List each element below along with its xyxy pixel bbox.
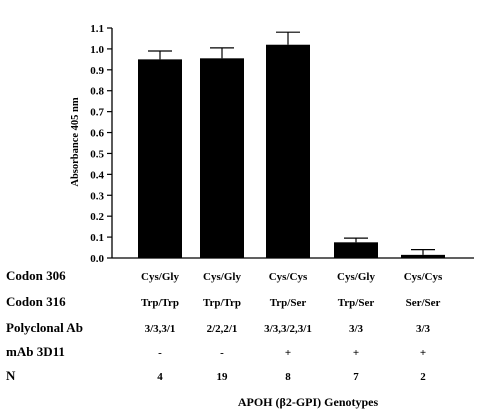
table-cell: 3/3 <box>416 323 431 335</box>
bar <box>200 58 244 259</box>
y-tick-label: 0.6 <box>90 128 104 140</box>
table-row-label: Codon 316 <box>6 294 66 309</box>
table-cell: Cys/Gly <box>141 271 179 283</box>
table-cell: Cys/Gly <box>337 271 375 283</box>
table-cell: + <box>353 347 359 359</box>
table-cell: Trp/Trp <box>141 297 179 309</box>
table-cell: Ser/Ser <box>406 297 441 309</box>
table-cell: 4 <box>157 371 163 383</box>
y-tick-label: 1.0 <box>90 44 104 56</box>
x-axis-title: APOH (β2-GPI) Genotypes <box>238 395 379 409</box>
table-cell: 2/2,2/1 <box>207 323 238 335</box>
y-tick-label: 0.1 <box>90 232 104 244</box>
table-cell: + <box>285 347 291 359</box>
table-row-label: mAb 3D11 <box>6 344 65 359</box>
table-cell: 3/3,3/2,3/1 <box>264 323 312 335</box>
table-cell: 19 <box>217 371 229 383</box>
bar <box>401 254 445 258</box>
table-cell: 7 <box>353 371 359 383</box>
table-cell: 3/3 <box>349 323 364 335</box>
table-cell: Trp/Trp <box>203 297 241 309</box>
y-tick-label: 0.0 <box>90 253 104 265</box>
table-cell: Cys/Cys <box>404 271 443 283</box>
y-tick-label: 0.4 <box>90 169 104 181</box>
table-cell: - <box>220 347 224 359</box>
bar <box>334 242 378 258</box>
y-tick-label: 1.1 <box>90 23 104 35</box>
genotype-table: Codon 306 Cys/Gly Cys/Gly Cys/Cys Cys/Gly Cys… <box>6 268 443 383</box>
y-tick-label: 0.7 <box>90 107 104 119</box>
y-axis-title: Absorbance 405 nm <box>70 97 81 187</box>
bar <box>266 44 310 259</box>
table-row-label: N <box>6 368 16 383</box>
table-cell: Cys/Gly <box>203 271 241 283</box>
table-cell: + <box>420 347 426 359</box>
y-tick-label: 0.2 <box>90 211 104 223</box>
table-cell: 2 <box>420 371 426 383</box>
y-tick-label: 0.8 <box>90 86 104 98</box>
table-cell: Trp/Ser <box>270 297 307 309</box>
bars-group <box>138 31 445 259</box>
bar <box>138 59 182 259</box>
y-tick-label: 0.3 <box>90 190 104 202</box>
table-cell: Trp/Ser <box>338 297 375 309</box>
table-cell: Cys/Cys <box>269 271 308 283</box>
table-cell: 8 <box>285 371 291 383</box>
table-row-label: Codon 306 <box>6 268 66 283</box>
y-tick-label: 0.9 <box>90 65 104 77</box>
table-row-label: Polyclonal Ab <box>6 320 83 335</box>
table-cell: - <box>158 347 162 359</box>
table-cell: 3/3,3/1 <box>145 323 176 335</box>
y-tick-label: 0.5 <box>90 148 104 160</box>
